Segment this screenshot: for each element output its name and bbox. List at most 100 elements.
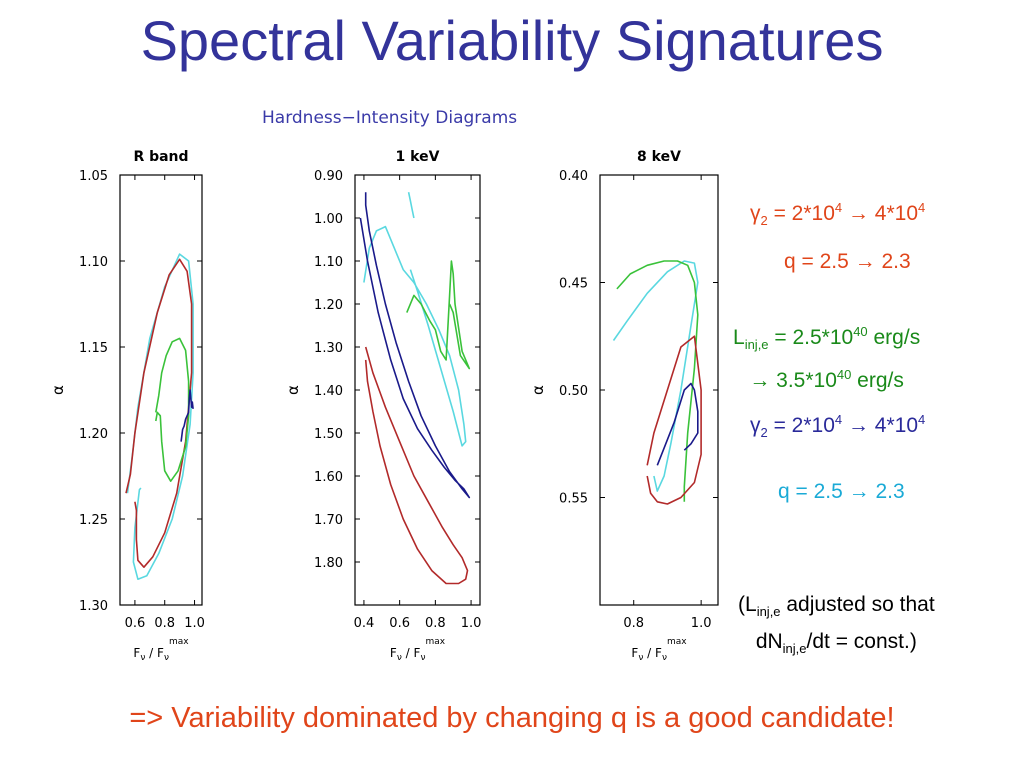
series-line-green <box>406 260 471 370</box>
series-line-red <box>364 346 469 585</box>
x-axis-label-part: ν <box>662 653 667 663</box>
y-tick-label: 0.55 <box>559 492 588 507</box>
y-tick-label: 1.70 <box>314 513 343 528</box>
note-green-line-2: → 3.5*1040 erg/s <box>733 360 920 396</box>
x-axis-label-part: max <box>169 637 189 647</box>
x-axis-label-part: ν <box>638 653 643 663</box>
y-tick-label: 0.45 <box>559 277 588 292</box>
x-tick-label: 0.6 <box>389 616 410 631</box>
exponent: 4 <box>834 200 843 215</box>
note-cyan-q: q = 2.5 → 2.3 <box>778 480 905 503</box>
conclusion-text: => Variability dominated by changing q i… <box>129 702 895 734</box>
x-axis-label-part: / F <box>643 646 662 660</box>
exponent: 4 <box>918 200 926 215</box>
x-axis-label-part: F <box>631 646 638 660</box>
x-axis-label-part: F <box>133 646 140 660</box>
y-tick-label: 1.30 <box>314 341 343 356</box>
plot-frame <box>354 174 481 606</box>
series-line-cyan <box>126 253 194 581</box>
y-tick-label: 1.20 <box>79 427 108 442</box>
y-tick-label: 1.10 <box>314 255 343 270</box>
chart-title: 8 keV <box>637 149 681 165</box>
x-axis-label: Fν / Fνmax <box>390 637 446 663</box>
exponent: 4 <box>834 412 843 427</box>
note-blue-gamma: γ2 = 2*104 → 4*104 <box>750 412 925 440</box>
gamma-subscript: 2 <box>760 213 768 229</box>
luminosity-subscript: inj,e <box>744 337 769 353</box>
gamma-symbol: γ <box>750 414 761 437</box>
y-axis-label: α <box>49 385 67 395</box>
exponent: 4 <box>918 412 926 427</box>
series-line-cyan <box>363 225 467 447</box>
y-tick-label: 0.90 <box>314 169 343 184</box>
note-green-line-1: Linj,e = 2.5*1040 erg/s <box>733 317 920 360</box>
luminosity-subscript: inj,e <box>756 604 781 620</box>
y-tick-label: 1.00 <box>314 212 343 227</box>
slide-title: Spectral Variability Signatures <box>140 9 884 72</box>
y-tick-label: 0.50 <box>559 384 588 399</box>
series-line-blue <box>180 389 194 442</box>
x-axis-label-part: F <box>390 646 397 660</box>
x-axis-label-part: ν <box>164 653 169 663</box>
adjustment-condition: /dt = const.) <box>806 630 917 654</box>
x-axis-label: Fν / Fνmax <box>133 637 189 663</box>
y-tick-label: 1.50 <box>314 427 343 442</box>
luminosity-value: = 2.5*10 <box>768 326 854 349</box>
x-tick-label: 0.8 <box>425 616 446 631</box>
series-line-cyan <box>407 192 415 219</box>
chart-1kev: 1 keV 0.90 1.00 1.10 1.20 1.30 1.40 1.50 1.60 1.7… <box>284 149 481 663</box>
note-red-q: q = 2.5 → 2.3 <box>784 250 911 273</box>
x-axis-label-part: / F <box>402 646 421 660</box>
gamma-value: = 2*10 <box>767 414 835 437</box>
series-line-green <box>616 260 699 502</box>
x-tick-label: 0.8 <box>154 616 175 631</box>
exponent: 40 <box>853 324 868 339</box>
gamma-subscript: 2 <box>760 425 768 441</box>
adjustment-text: adjusted so that <box>780 593 935 616</box>
dn-subscript: inj,e <box>782 641 807 657</box>
y-tick-label: 1.60 <box>314 470 343 485</box>
y-axis-label: α <box>529 385 547 395</box>
y-tick-label: 1.15 <box>79 341 108 356</box>
dn-symbol: dN <box>755 630 783 654</box>
x-axis-label: Fν / Fνmax <box>631 637 687 663</box>
chart-title: R band <box>133 149 188 165</box>
chart-8kev: 8 keV 0.40 0.45 0.50 0.55 0.8 1.0 α Fν / Fνmax <box>529 149 719 663</box>
chart-r-band: R band 1.05 1.10 1.15 1.20 1.25 1.30 0.6 0.8 1.0 α… <box>49 149 205 663</box>
y-tick-label: 1.05 <box>79 169 108 184</box>
y-tick-label: 1.20 <box>314 298 343 313</box>
note-adjustment: (Linj,e adjusted so that dNinj,e/dt = co… <box>738 590 935 664</box>
plot-frame <box>119 174 203 606</box>
x-tick-label: 1.0 <box>691 616 712 631</box>
luminosity-unit: erg/s <box>867 326 921 349</box>
y-tick-label: 1.80 <box>314 556 343 571</box>
y-tick-label: 1.30 <box>79 599 108 614</box>
figure-title: Hardness−Intensity Diagrams <box>262 108 518 128</box>
note-red-gamma: γ2 = 2*104 → 4*104 <box>750 200 925 228</box>
x-tick-label: 0.4 <box>354 616 375 631</box>
y-tick-label: 0.40 <box>559 169 588 184</box>
gamma-symbol: γ <box>750 202 761 225</box>
luminosity-symbol: L <box>733 326 745 349</box>
x-tick-label: 0.6 <box>125 616 146 631</box>
x-tick-label: 0.8 <box>623 616 644 631</box>
x-axis-label-part: ν <box>420 653 425 663</box>
y-tick-label: 1.25 <box>79 513 108 528</box>
y-tick-label: 1.10 <box>79 255 108 270</box>
gamma-arrow-value: → 4*10 <box>842 414 919 437</box>
x-axis-label-part: / F <box>145 646 164 660</box>
note-adjustment-line-2: dNinj,e/dt = const.) <box>738 627 935 664</box>
series-line-blue <box>359 192 471 499</box>
x-tick-label: 1.0 <box>184 616 205 631</box>
chart-title: 1 keV <box>396 149 440 165</box>
series-line-red <box>125 258 193 569</box>
y-axis-label: α <box>284 385 302 395</box>
x-axis-label-part: ν <box>140 653 145 663</box>
x-axis-label-part: ν <box>397 653 402 663</box>
series-line-blue <box>656 382 699 466</box>
exponent: 40 <box>836 367 852 383</box>
gamma-arrow-value: → 4*10 <box>842 202 919 225</box>
series-line-red <box>646 335 702 505</box>
gamma-value: = 2*10 <box>767 202 835 225</box>
y-tick-label: 1.40 <box>314 384 343 399</box>
